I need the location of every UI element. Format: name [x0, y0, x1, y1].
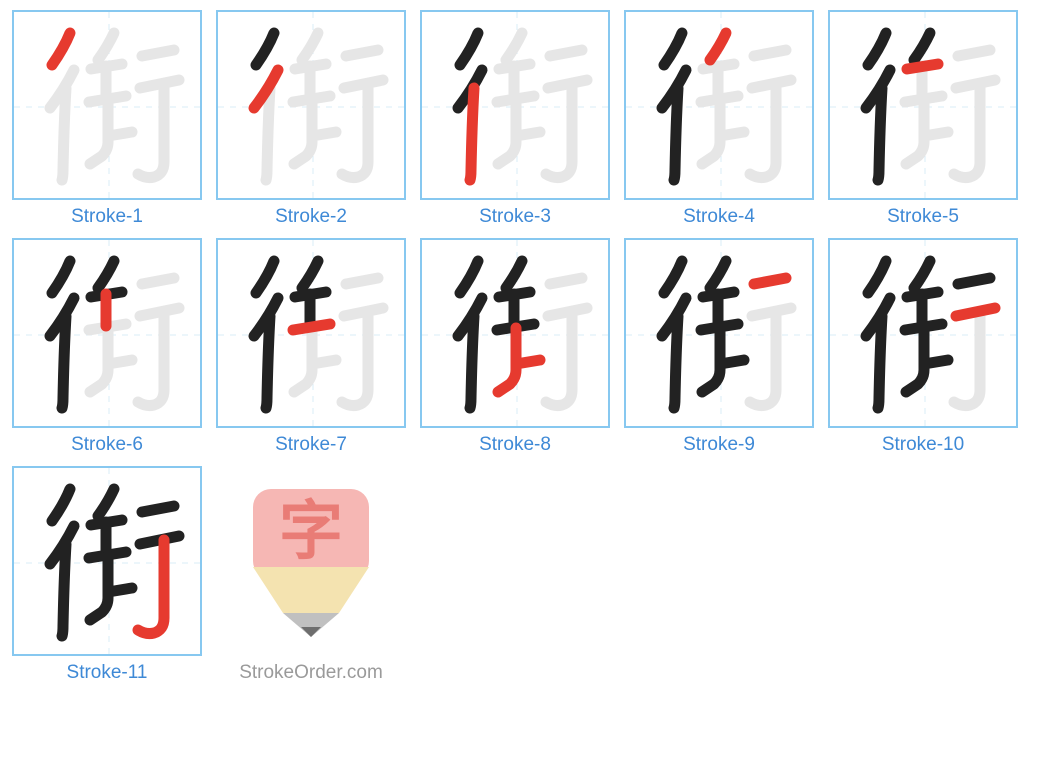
stroke-label-3: Stroke-3 — [479, 206, 551, 228]
stroke-tile-5 — [828, 10, 1018, 200]
stroke-cell-11: Stroke-11 — [12, 466, 202, 684]
stroke-label-10: Stroke-10 — [882, 434, 964, 456]
stroke-tile-11 — [12, 466, 202, 656]
stroke-cell-5: Stroke-5 — [828, 10, 1018, 228]
stroke-cell-4: Stroke-4 — [624, 10, 814, 228]
stroke-tile-10 — [828, 238, 1018, 428]
stroke-grid: Stroke-1 Stroke-2 Stroke-3 Stroke-4 Stroke-5… — [12, 10, 1038, 684]
stroke-tile-2 — [216, 10, 406, 200]
stroke-cell-1: Stroke-1 — [12, 10, 202, 228]
brand-logo-icon: 字 — [241, 481, 381, 641]
stroke-cell-6: Stroke-6 — [12, 238, 202, 456]
stroke-cell-9: Stroke-9 — [624, 238, 814, 456]
stroke-label-5: Stroke-5 — [887, 206, 959, 228]
stroke-label-8: Stroke-8 — [479, 434, 551, 456]
stroke-tile-8 — [420, 238, 610, 428]
stroke-cell-10: Stroke-10 — [828, 238, 1018, 456]
stroke-tile-6 — [12, 238, 202, 428]
stroke-label-9: Stroke-9 — [683, 434, 755, 456]
brand-cell: 字 StrokeOrder.com — [216, 466, 406, 684]
stroke-tile-3 — [420, 10, 610, 200]
stroke-label-7: Stroke-7 — [275, 434, 347, 456]
stroke-cell-7: Stroke-7 — [216, 238, 406, 456]
brand-label: StrokeOrder.com — [239, 662, 383, 684]
page: Stroke-1 Stroke-2 Stroke-3 Stroke-4 Stroke-5… — [0, 0, 1050, 771]
stroke-label-1: Stroke-1 — [71, 206, 143, 228]
stroke-label-4: Stroke-4 — [683, 206, 755, 228]
stroke-tile-9 — [624, 238, 814, 428]
stroke-cell-2: Stroke-2 — [216, 10, 406, 228]
brand-tile: 字 — [216, 466, 406, 656]
stroke-cell-8: Stroke-8 — [420, 238, 610, 456]
brand-glyph: 字 — [279, 495, 343, 567]
stroke-tile-7 — [216, 238, 406, 428]
stroke-label-6: Stroke-6 — [71, 434, 143, 456]
stroke-label-11: Stroke-11 — [67, 662, 148, 684]
stroke-tile-1 — [12, 10, 202, 200]
stroke-cell-3: Stroke-3 — [420, 10, 610, 228]
stroke-label-2: Stroke-2 — [275, 206, 347, 228]
stroke-tile-4 — [624, 10, 814, 200]
